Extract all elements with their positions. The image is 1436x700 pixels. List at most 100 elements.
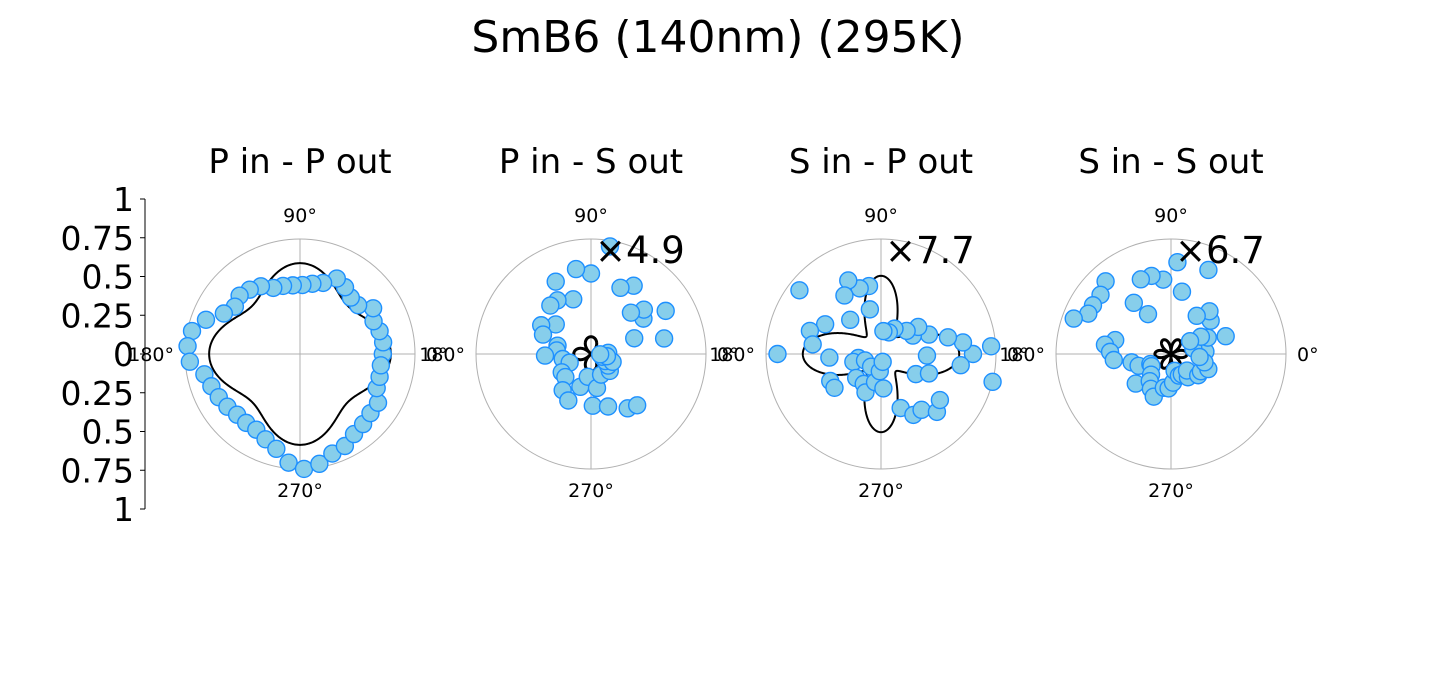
data-point xyxy=(611,278,630,298)
data-point xyxy=(598,397,618,416)
radial-tick-label: 0 xyxy=(113,335,134,374)
data-point xyxy=(874,379,893,398)
data-point xyxy=(919,364,939,383)
data-point xyxy=(533,325,553,344)
data-point xyxy=(825,378,844,397)
data-point xyxy=(541,296,560,315)
data-point xyxy=(182,321,202,341)
data-point xyxy=(815,315,835,334)
angle-label: 0° xyxy=(1297,344,1319,366)
data-point xyxy=(790,281,809,300)
data-point xyxy=(963,344,983,364)
radial-tick-label: 0.25 xyxy=(61,296,134,335)
data-point xyxy=(590,345,610,364)
angle-label: 0° xyxy=(717,344,739,366)
data-point xyxy=(981,337,1001,356)
data-point xyxy=(1180,331,1200,351)
angle-label: 90° xyxy=(283,205,317,227)
data-point xyxy=(371,356,391,375)
polar-panels: P in - P out 0° 90° 180° 270° P in - S out 0° 9… xyxy=(61,142,1319,529)
data-point xyxy=(627,396,647,415)
radial-tick-label: 0.25 xyxy=(61,374,134,413)
data-point xyxy=(951,356,970,375)
data-point xyxy=(535,346,555,365)
data-point xyxy=(874,321,893,341)
angle-label: 180° xyxy=(999,344,1045,366)
radial-tick-label: 0.75 xyxy=(61,451,134,490)
radial-tick-label: 1 xyxy=(113,180,134,219)
data-point xyxy=(214,304,234,323)
panel-title: P in - S out xyxy=(499,142,683,182)
data-point xyxy=(930,390,950,410)
data-point xyxy=(600,237,620,256)
angle-label: 180° xyxy=(419,344,465,366)
angle-label: 90° xyxy=(574,205,608,227)
data-point xyxy=(656,301,675,321)
data-point xyxy=(803,335,822,354)
angle-label: 270° xyxy=(858,480,904,502)
data-point xyxy=(1168,253,1187,272)
polar-panel-1: P in - P out 0° 90° 180° 270° xyxy=(128,142,447,502)
data-point xyxy=(1138,304,1158,324)
data-point xyxy=(912,400,931,420)
data-point xyxy=(294,459,314,479)
radial-tick-label: 0.75 xyxy=(61,219,134,258)
angle-label: 0° xyxy=(1007,344,1029,366)
polar-panel-4: S in - S out 0° 90° 180° 270° ×6.7 xyxy=(999,142,1318,502)
data-point xyxy=(267,439,286,459)
data-point xyxy=(583,396,603,415)
data-point xyxy=(1064,309,1083,328)
scale-multiplier: ×7.7 xyxy=(885,229,975,272)
angle-label: 270° xyxy=(1148,480,1194,502)
radial-tick-label: 0.5 xyxy=(82,413,134,452)
angle-label: 0° xyxy=(426,344,448,366)
polar-panel-3: S in - P out 0° 90° 180° 270° ×7.7 xyxy=(709,142,1028,502)
angle-label: 270° xyxy=(568,480,614,502)
data-point xyxy=(1216,327,1235,346)
panel-title: P in - P out xyxy=(208,142,391,182)
data-point xyxy=(196,310,216,329)
angle-label: 90° xyxy=(864,205,898,227)
figure-title: SmB6 (140nm) (295K) xyxy=(471,12,964,63)
panel-title: S in - P out xyxy=(789,142,973,182)
radial-tick-label: 0.5 xyxy=(82,258,134,297)
scale-multiplier: ×6.7 xyxy=(1175,229,1265,272)
data-point xyxy=(625,329,644,348)
data-point xyxy=(1172,282,1192,301)
panel-title: S in - S out xyxy=(1078,142,1263,182)
data-point xyxy=(559,391,578,410)
data-point xyxy=(180,352,200,371)
data-point xyxy=(279,453,298,472)
data-point xyxy=(917,346,937,365)
angle-label: 180° xyxy=(128,344,174,366)
polar-panel-2: P in - S out 0° 90° 180° 270° ×4.9 xyxy=(419,142,738,502)
data-point xyxy=(1131,270,1151,289)
data-point xyxy=(546,272,565,291)
data-point xyxy=(873,352,892,372)
data-point xyxy=(768,344,787,364)
data-point xyxy=(1199,260,1218,280)
data-point xyxy=(1104,350,1124,370)
data-point xyxy=(564,290,583,309)
data-point xyxy=(820,348,839,367)
radial-tick-label: 1 xyxy=(113,490,134,529)
data-point xyxy=(1190,347,1209,367)
data-point xyxy=(1187,306,1206,326)
angle-label: 270° xyxy=(277,480,323,502)
scale-multiplier: ×4.9 xyxy=(595,229,685,272)
data-point xyxy=(178,336,197,356)
data-point xyxy=(835,286,854,305)
data-point xyxy=(983,372,1002,392)
data-point xyxy=(839,271,858,290)
data-point xyxy=(860,300,880,319)
data-point xyxy=(1124,293,1144,313)
angle-label: 180° xyxy=(709,344,755,366)
data-point xyxy=(938,328,958,347)
data-point xyxy=(841,310,860,330)
data-point xyxy=(363,299,383,318)
angle-label: 90° xyxy=(1154,205,1188,227)
data-point xyxy=(310,454,329,474)
data-point xyxy=(621,303,641,322)
